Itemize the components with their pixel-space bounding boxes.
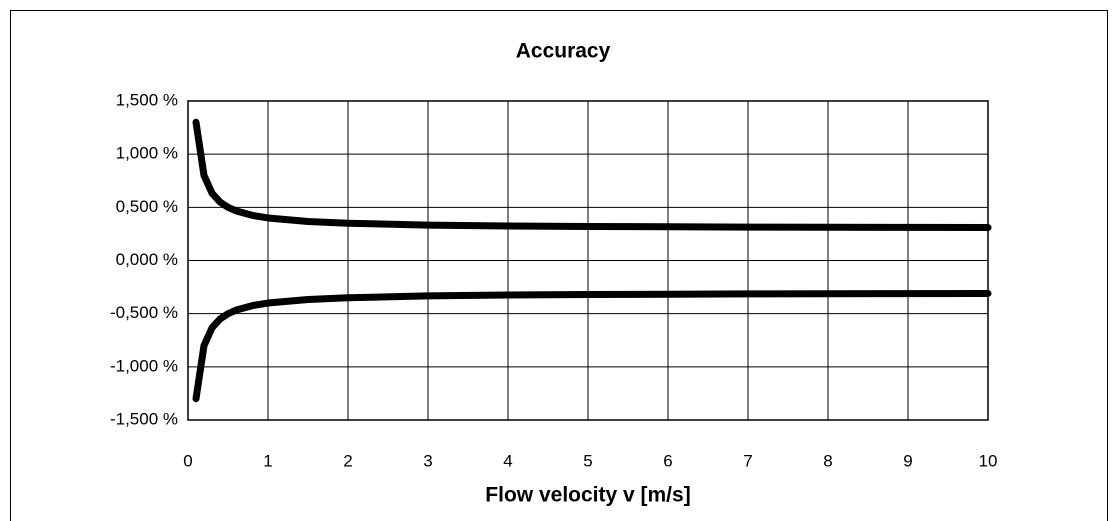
- x-tick-label: 7: [743, 451, 752, 470]
- x-tick-label: 10: [979, 451, 998, 470]
- chart-title: Accuracy: [516, 40, 611, 63]
- plot-border: [187, 100, 989, 421]
- x-tick-label: 2: [343, 451, 352, 470]
- x-axis-label: Flow velocity v [m/s]: [485, 484, 690, 507]
- y-tick-label: 1,000 %: [116, 144, 178, 163]
- x-tick-label: 1: [263, 451, 272, 470]
- x-tick-label: 3: [423, 451, 432, 470]
- chart-frame: [10, 10, 1108, 521]
- y-tick-label: -0,500 %: [110, 303, 178, 322]
- y-tick-label: 1,500 %: [116, 90, 178, 109]
- x-tick-label: 6: [663, 451, 672, 470]
- x-tick-label: 0: [183, 451, 192, 470]
- x-tick-label: 5: [583, 451, 592, 470]
- line-series: [192, 289, 992, 403]
- y-tick-label: -1,500 %: [110, 409, 178, 428]
- y-tick-label: 0,500 %: [116, 197, 178, 216]
- x-tick-label: 9: [903, 451, 912, 470]
- x-tick-label: 4: [503, 451, 512, 470]
- y-tick-label: -1,000 %: [110, 356, 178, 375]
- y-tick-label: 0,000 %: [116, 250, 178, 269]
- x-tick-label: 8: [823, 451, 832, 470]
- line-series: [192, 118, 992, 232]
